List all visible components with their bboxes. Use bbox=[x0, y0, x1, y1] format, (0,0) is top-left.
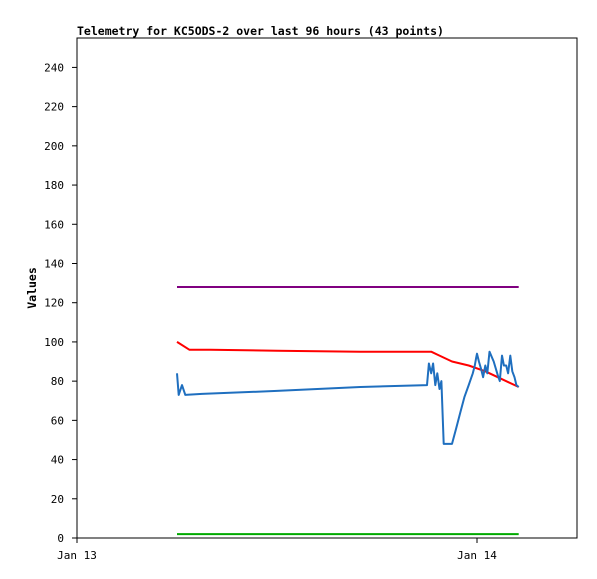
y-tick-label: 120 bbox=[44, 297, 64, 310]
y-tick-label: 200 bbox=[44, 140, 64, 153]
y-tick-label: 0 bbox=[57, 532, 64, 545]
x-axis: Jan 13 Jan 14 bbox=[57, 538, 497, 562]
y-axis-title: Values bbox=[25, 267, 39, 309]
y-tick-label: 160 bbox=[44, 218, 64, 231]
y-axis: 0 20 40 60 80 100 120 140 160 180 200 220 240 bbox=[44, 61, 77, 545]
x-tick-label: Jan 13 bbox=[57, 549, 97, 562]
y-tick-label: 60 bbox=[51, 414, 64, 427]
series-line bbox=[176, 350, 520, 445]
y-tick-label: 80 bbox=[51, 375, 64, 388]
y-tick-label: 100 bbox=[44, 336, 64, 349]
chart-title: Telemetry for KC5ODS-2 over last 96 hour… bbox=[77, 24, 444, 38]
y-tick-label: 180 bbox=[44, 179, 64, 192]
y-tick-label: 220 bbox=[44, 101, 64, 114]
y-tick-label: 40 bbox=[51, 454, 64, 467]
y-tick-label: 240 bbox=[44, 61, 64, 74]
x-tick-label: Jan 14 bbox=[457, 549, 497, 562]
y-tick-label: 140 bbox=[44, 257, 64, 270]
series-group bbox=[176, 286, 520, 536]
y-tick-label: 20 bbox=[51, 493, 64, 506]
